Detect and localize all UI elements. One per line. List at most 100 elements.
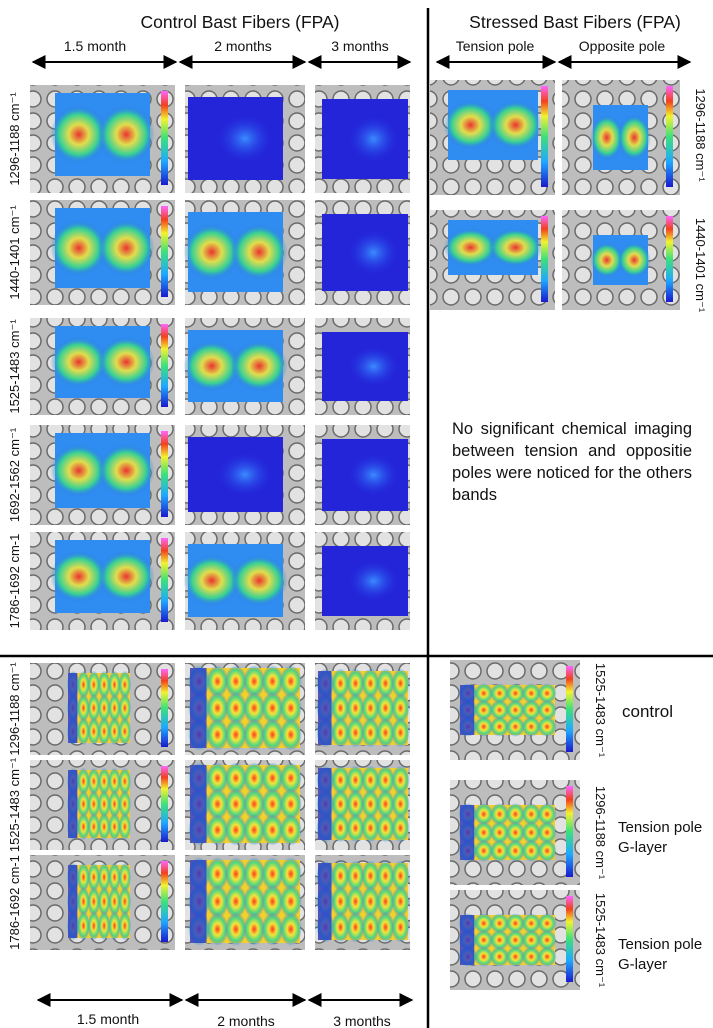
heatmap-spot — [490, 716, 510, 737]
heatmap-spot — [230, 554, 288, 607]
heatmap-spot — [361, 886, 380, 917]
heatmap-edge — [190, 860, 207, 943]
colorbar — [161, 538, 168, 622]
heatmap-spot — [77, 813, 90, 841]
heatmap-spot — [521, 839, 541, 862]
heatmap-spot — [617, 114, 651, 161]
heatmap-spot — [97, 550, 155, 603]
heatmap-spot — [346, 886, 365, 917]
heatmap-spot — [391, 765, 410, 795]
heatmap-spot — [108, 670, 121, 699]
heatmap-spot — [224, 692, 247, 724]
column-label: 1.5 month — [64, 38, 126, 54]
heatmap-spot — [346, 693, 365, 723]
heatmap-spot — [391, 860, 410, 892]
heatmap-spot — [347, 453, 400, 497]
heatmap-spot — [87, 886, 101, 917]
heatmap-spot — [537, 700, 557, 720]
heatmap-spot — [279, 912, 302, 946]
heatmap-spot — [50, 550, 108, 603]
heatmap-spot — [346, 765, 365, 795]
caption: control — [622, 702, 674, 721]
heatmap-spot — [505, 700, 525, 720]
heatmap-spot — [261, 665, 284, 698]
heatmap-spot — [50, 444, 108, 497]
heatmap-spot — [97, 717, 111, 746]
heatmap-spot — [224, 718, 247, 751]
heatmap-edge — [68, 770, 78, 838]
heatmap-spot — [87, 694, 101, 722]
heatmap-spot — [346, 860, 365, 892]
heatmap-spot — [490, 930, 510, 950]
heatmap-spot — [206, 665, 229, 698]
heatmap-spot — [490, 946, 510, 967]
heatmap-spot — [347, 560, 400, 602]
heatmap-spot — [331, 693, 350, 723]
heatmap-spot — [346, 813, 365, 843]
heatmap-spot — [224, 857, 247, 891]
heatmap-spot — [474, 930, 494, 950]
caption-line: Tension pole — [618, 936, 703, 953]
heatmap-spot — [206, 912, 229, 946]
heatmap-spot — [87, 767, 101, 795]
heatmap-spot — [243, 665, 266, 698]
heatmap-spot — [590, 242, 624, 278]
heatmap-spot — [376, 693, 395, 723]
heatmap-spot — [243, 692, 266, 724]
heatmap-spot — [331, 765, 350, 795]
heatmap-spot — [206, 857, 229, 891]
heatmap-spot — [97, 911, 111, 941]
heatmap-spot — [490, 683, 510, 704]
heatmap-edge — [190, 765, 207, 843]
colorbar — [666, 86, 673, 187]
heatmap-spot — [376, 860, 395, 892]
heatmap-spot — [521, 930, 541, 950]
column-label: 2 months — [217, 1013, 275, 1028]
heatmap-spot — [118, 790, 132, 818]
heatmap-spot — [87, 670, 101, 699]
heatmap-spot — [376, 765, 395, 795]
heatmap-spot — [521, 913, 541, 934]
colorbar — [161, 861, 168, 942]
colorbar — [566, 786, 573, 877]
colorbar — [161, 669, 168, 747]
heatmap-spot — [87, 911, 101, 941]
heatmap-spot — [346, 668, 365, 699]
heatmap-spot — [376, 886, 395, 917]
heatmap-spot — [391, 668, 410, 699]
heatmap-spot — [224, 665, 247, 698]
heatmap-spot — [97, 767, 111, 795]
heatmap-spot — [243, 718, 266, 751]
heatmap-edge — [68, 673, 78, 743]
heatmap-spot — [537, 683, 557, 704]
heatmap-spot — [224, 912, 247, 946]
heatmap-spot — [521, 683, 541, 704]
heatmap-spot — [118, 670, 132, 699]
heatmap-spot — [346, 789, 365, 819]
heatmap-spot — [206, 814, 229, 846]
colorbar — [161, 766, 168, 842]
heatmap-spot — [521, 700, 541, 720]
heatmap-spot — [206, 718, 229, 751]
heatmap-spot — [97, 862, 111, 892]
heatmap-spot — [108, 911, 121, 941]
heatmap-spot — [490, 839, 510, 862]
heatmap-spot — [279, 884, 302, 919]
heatmap-spot — [443, 228, 498, 267]
heatmap-spot — [108, 862, 121, 892]
heatmap-spot — [97, 105, 155, 164]
band-label: 1296-1188 cm⁻¹ — [593, 786, 608, 880]
heatmap-spot — [537, 946, 557, 967]
heatmap-spot — [77, 886, 90, 917]
heatmap-spot — [118, 813, 132, 841]
heatmap-spot — [87, 862, 101, 892]
heatmap-spot — [108, 717, 121, 746]
heatmap-spot — [474, 821, 494, 844]
heatmap-spot — [331, 813, 350, 843]
heatmap-spot — [521, 821, 541, 844]
heatmap-spot — [118, 717, 132, 746]
heatmap-spot — [279, 788, 302, 820]
heatmap-spot — [537, 821, 557, 844]
heatmap-spot — [505, 803, 525, 826]
